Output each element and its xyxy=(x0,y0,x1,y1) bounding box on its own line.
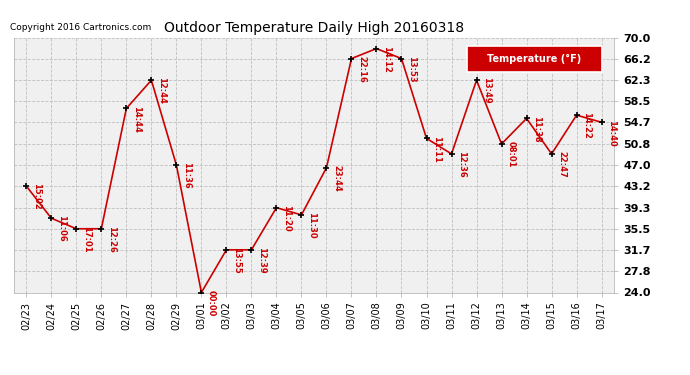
Text: 13:55: 13:55 xyxy=(232,247,241,274)
Text: 14:22: 14:22 xyxy=(582,112,591,139)
Text: 14:12: 14:12 xyxy=(382,46,391,73)
Text: 12:44: 12:44 xyxy=(157,77,166,104)
Text: 11:30: 11:30 xyxy=(307,212,316,239)
Text: 11:11: 11:11 xyxy=(432,136,441,162)
Text: 11:06: 11:06 xyxy=(57,216,66,242)
Text: 00:00: 00:00 xyxy=(207,290,216,316)
Text: 11:36: 11:36 xyxy=(182,162,191,189)
FancyBboxPatch shape xyxy=(467,46,602,72)
Text: 12:36: 12:36 xyxy=(457,151,466,178)
Text: 14:40: 14:40 xyxy=(607,120,616,146)
Title: Outdoor Temperature Daily High 20160318: Outdoor Temperature Daily High 20160318 xyxy=(164,21,464,35)
Text: 11:38: 11:38 xyxy=(532,116,541,142)
Text: 22:16: 22:16 xyxy=(357,56,366,82)
Text: 13:49: 13:49 xyxy=(482,77,491,104)
Text: 12:39: 12:39 xyxy=(257,247,266,274)
Text: Temperature (°F): Temperature (°F) xyxy=(487,54,582,64)
Text: 08:01: 08:01 xyxy=(507,141,516,168)
Text: Copyright 2016 Cartronics.com: Copyright 2016 Cartronics.com xyxy=(10,22,152,32)
Text: 23:44: 23:44 xyxy=(332,165,341,192)
Text: 11:20: 11:20 xyxy=(282,205,291,232)
Text: 15:02: 15:02 xyxy=(32,183,41,210)
Text: 13:53: 13:53 xyxy=(407,56,416,82)
Text: 12:26: 12:26 xyxy=(107,226,116,253)
Text: 22:47: 22:47 xyxy=(557,151,566,178)
Text: 17:01: 17:01 xyxy=(82,226,91,253)
Text: 14:44: 14:44 xyxy=(132,106,141,132)
